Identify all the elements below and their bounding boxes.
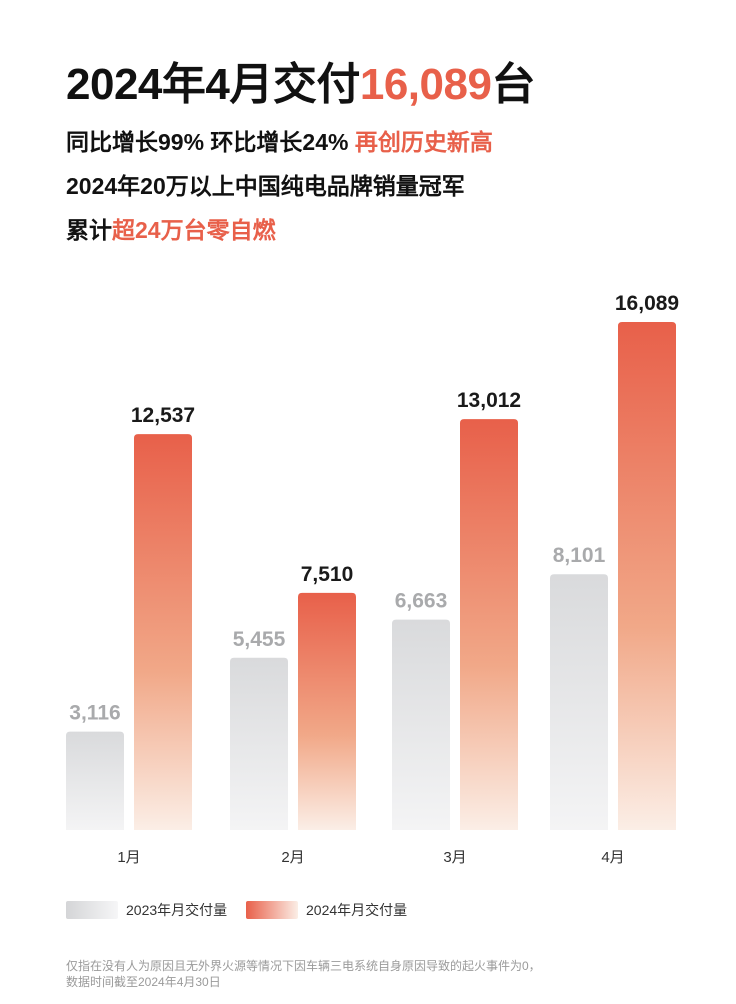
page-title: 2024年4月交付16,089台: [66, 56, 535, 114]
legend-label-2024: 2024年月交付量: [306, 902, 408, 918]
subtitle-growth-highlight: 再创历史新高: [354, 129, 493, 155]
subtitle-safety-prefix: 累计: [66, 217, 112, 243]
value-label-2024-2月: 7,510: [301, 563, 354, 586]
category-label-2月: 2月: [281, 849, 304, 866]
subtitle-champion: 2024年20万以上中国纯电品牌销量冠军: [66, 170, 465, 202]
legend-swatch-2024: [246, 901, 298, 919]
value-label-2023-4月: 8,101: [553, 544, 606, 567]
bar-2024-3月: [460, 419, 518, 830]
value-label-2024-1月: 12,537: [131, 404, 195, 427]
labels-layer: 3,116 12,537 1月 5,455 7,510 2月 6,663 13,012 3月 8,…: [69, 292, 679, 866]
legend-item-2024: 2024年月交付量: [246, 900, 407, 920]
subtitle-growth: 同比增长99% 环比增长24% 再创历史新高: [66, 126, 493, 158]
title-suffix: 台: [491, 60, 535, 109]
legend-label-2023: 2023年月交付量: [126, 902, 228, 918]
bars-layer: [66, 322, 676, 830]
bar-2024-1月: [134, 434, 192, 830]
value-label-2023-2月: 5,455: [233, 628, 286, 651]
delivery-bar-chart: 3,116 12,537 1月 5,455 7,510 2月 6,663 13,012 3月 8,…: [66, 292, 679, 866]
title-prefix: 2024年4月交付: [66, 60, 360, 109]
value-label-2024-3月: 13,012: [457, 389, 521, 412]
bar-2023-2月: [230, 657, 288, 830]
category-label-3月: 3月: [443, 849, 466, 866]
category-label-4月: 4月: [601, 849, 624, 866]
bar-2023-1月: [66, 731, 124, 830]
footnote-line-2: 数据时间截至2024年4月30日: [66, 975, 221, 989]
footnote-line-1: 仅指在没有人为原因且无外界火源等情况下因车辆三电系统自身原因导致的起火事件为0，: [66, 959, 541, 973]
bar-2024-4月: [618, 322, 676, 830]
subtitle-champion-text: 2024年20万以上中国纯电品牌销量冠军: [66, 173, 465, 199]
bar-2024-2月: [298, 592, 356, 830]
title-highlight-value: 16,089: [359, 60, 492, 109]
value-label-2023-1月: 3,116: [69, 702, 120, 725]
subtitle-safety: 累计超24万台零自燃: [66, 214, 276, 246]
subtitle-safety-highlight: 超24万台零自燃: [112, 217, 276, 243]
bar-2023-4月: [550, 574, 608, 830]
legend-swatch-2023: [66, 901, 118, 919]
value-label-2024-4月: 16,089: [615, 292, 679, 315]
category-label-1月: 1月: [117, 849, 140, 866]
value-label-2023-3月: 6,663: [395, 590, 448, 613]
footnote: 仅指在没有人为原因且无外界火源等情况下因车辆三电系统自身原因导致的起火事件为0，…: [66, 958, 541, 990]
legend-item-2023: 2023年月交付量: [66, 900, 227, 920]
bar-2023-3月: [392, 619, 450, 830]
subtitle-growth-text: 同比增长99% 环比增长24%: [66, 129, 355, 155]
